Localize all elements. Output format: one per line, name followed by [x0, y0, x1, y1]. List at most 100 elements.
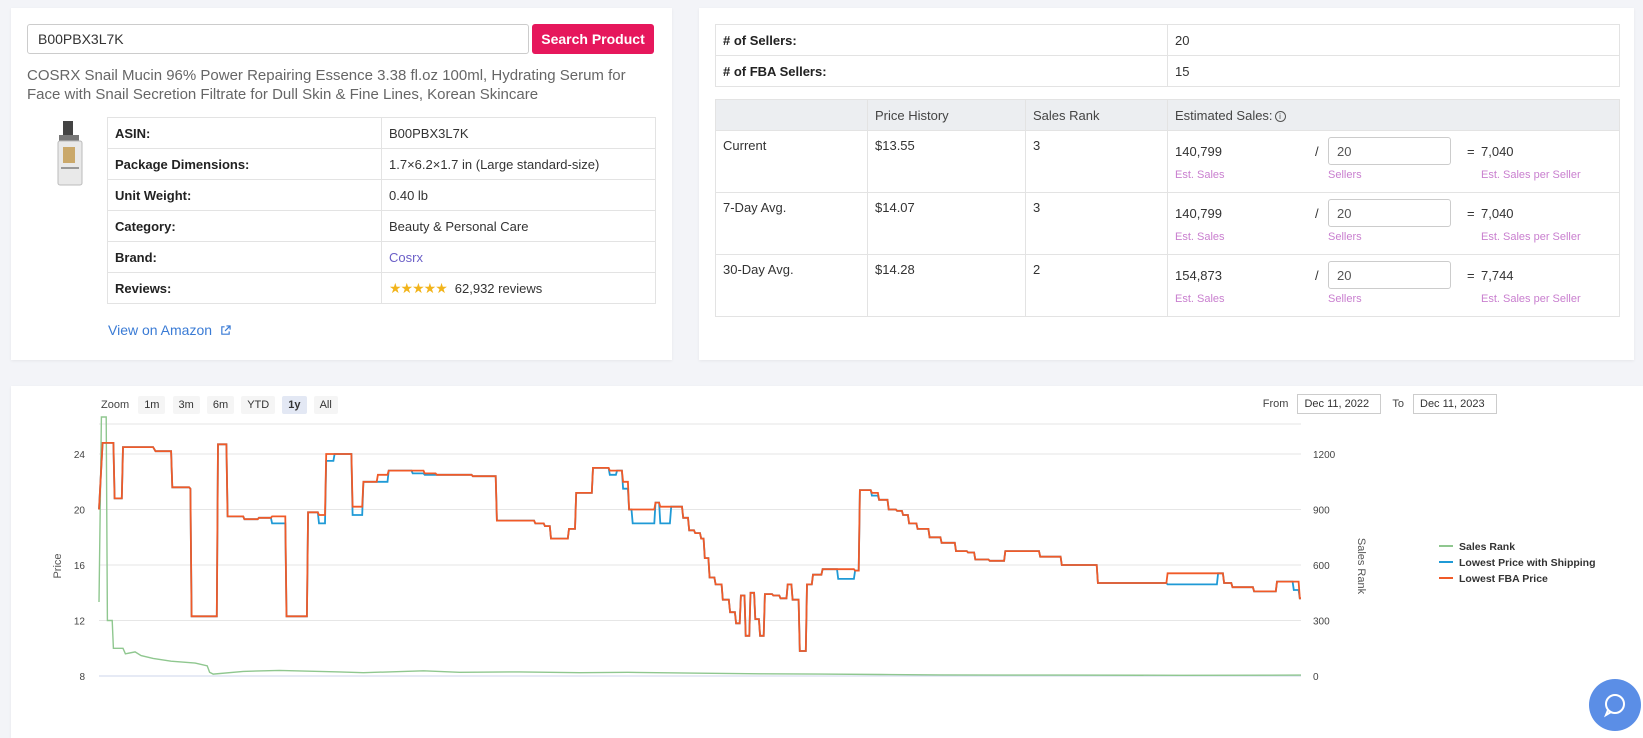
external-link-icon: [221, 325, 231, 335]
rank-value: 3: [1025, 130, 1168, 193]
rank-value: 3: [1025, 192, 1168, 255]
equals-sign: =: [1467, 268, 1475, 283]
est-sales-value: 154,873: [1175, 268, 1222, 283]
sales-estimate-card: # of Sellers: 20 # of FBA Sellers: 15 Pric…: [699, 8, 1634, 360]
zoom-3m-button[interactable]: 3m: [172, 396, 200, 414]
detail-label: Brand:: [107, 241, 382, 273]
per-seller-label: Est. Sales per Seller: [1481, 293, 1581, 305]
chat-button[interactable]: [1589, 679, 1641, 731]
est-sales-label: Est. Sales: [1175, 169, 1225, 181]
estimate-row: 7-Day Avg.$14.073 140,799 / = 7,040 Est. Sale…: [715, 192, 1620, 255]
product-details-table: ASIN: B00PBX3L7K Package Dimensions: 1.7×6…: [107, 117, 656, 304]
y-tick-label: 24: [74, 450, 86, 461]
zoom-6m-button[interactable]: 6m: [206, 396, 235, 414]
divide-sign: /: [1315, 144, 1319, 159]
series-line: [98, 442, 1301, 652]
zoom-1y-button[interactable]: 1y: [282, 396, 307, 414]
y2-tick-label: 300: [1313, 617, 1330, 628]
estimate-row: Current$13.553 140,799 / = 7,040 Est. Sales Se…: [715, 130, 1620, 193]
sellers-label: # of Sellers:: [715, 24, 1168, 56]
detail-value: 1.7×6.2×1.7 in (Large standard-size): [381, 148, 656, 180]
to-label: To: [1392, 398, 1404, 410]
price-value: $13.55: [867, 130, 1026, 193]
y2-tick-label: 600: [1313, 561, 1330, 572]
header-sales-rank: Sales Rank: [1025, 99, 1168, 131]
divide-sign: /: [1315, 268, 1319, 283]
series-line: [98, 442, 1301, 652]
sales-per-seller-value: 7,040: [1481, 206, 1514, 221]
divide-sign: /: [1315, 206, 1319, 221]
info-icon[interactable]: i: [1274, 110, 1286, 122]
product-title: COSRX Snail Mucin 96% Power Repairing Es…: [27, 67, 626, 103]
detail-value: B00PBX3L7K: [381, 117, 656, 149]
y2-tick-label: 1200: [1313, 450, 1336, 461]
legend-label: Sales Rank: [1459, 541, 1515, 553]
header-estimated-sales: Estimated Sales: i: [1167, 99, 1620, 131]
zoom-label: Zoom: [101, 399, 130, 411]
product-bottle-icon: [57, 121, 83, 186]
legend-label: Lowest Price with Shipping: [1459, 557, 1596, 569]
y2-tick-label: 0: [1313, 672, 1319, 683]
detail-row-weight: Unit Weight: 0.40 lb: [107, 179, 656, 211]
sellers-input[interactable]: [1328, 261, 1451, 289]
sellers-value: 20: [1167, 24, 1620, 56]
equals-sign: =: [1467, 144, 1475, 159]
detail-label: Package Dimensions:: [107, 148, 382, 180]
search-input[interactable]: [27, 24, 529, 54]
fba-sellers-value: 15: [1167, 55, 1620, 87]
chat-bubble-icon: [1603, 694, 1625, 718]
detail-label: ASIN:: [107, 117, 382, 149]
sales-per-seller-value: 7,040: [1481, 144, 1514, 159]
detail-row-brand: Brand: Cosrx: [107, 241, 656, 273]
detail-value: 0.40 lb: [381, 179, 656, 211]
sellers-input[interactable]: [1328, 199, 1451, 227]
chart-card: Zoom 1m 3m 6m YTD 1y All From Dec 11, 20…: [11, 386, 1643, 738]
est-sales-label: Est. Sales: [1175, 293, 1225, 305]
y-tick-label: 20: [74, 506, 86, 517]
from-label: From: [1262, 398, 1289, 410]
detail-label: Category:: [107, 210, 382, 242]
detail-row-reviews: Reviews: ★★★★★ 62,932 reviews: [107, 272, 656, 304]
zoom-1m-button[interactable]: 1m: [138, 396, 166, 414]
sales-calculation: 154,873 / = 7,744 Est. Sales Sellers Est. Sale…: [1175, 261, 1612, 310]
sellers-label: Sellers: [1328, 169, 1362, 181]
estimated-sales-label: Estimated Sales:: [1175, 107, 1273, 123]
zoom-ytd-button[interactable]: YTD: [241, 396, 276, 414]
header-price-history: Price History: [867, 99, 1026, 131]
view-on-amazon-link[interactable]: View on Amazon: [108, 322, 231, 338]
to-date-input[interactable]: Dec 11, 2023: [1413, 394, 1497, 414]
sellers-label: Sellers: [1328, 231, 1362, 243]
y-tick-label: 16: [74, 561, 86, 572]
from-date-input[interactable]: Dec 11, 2022: [1297, 394, 1382, 414]
period-label: 7-Day Avg.: [715, 192, 868, 255]
est-sales-value: 140,799: [1175, 206, 1222, 221]
fba-sellers-row: # of FBA Sellers: 15: [715, 55, 1620, 87]
y2-tick-label: 900: [1313, 506, 1330, 517]
detail-value: Beauty & Personal Care: [381, 210, 656, 242]
est-sales-label: Est. Sales: [1175, 231, 1225, 243]
legend-label: Lowest FBA Price: [1459, 573, 1548, 585]
zoom-bar: Zoom 1m 3m 6m YTD 1y All: [101, 396, 342, 414]
price-value: $14.07: [867, 192, 1026, 255]
header-period: [715, 99, 868, 131]
view-on-amazon-label: View on Amazon: [108, 322, 213, 338]
rank-value: 2: [1025, 254, 1168, 317]
price-history-chart: 8 12 16 20 24 0 300 600 900 1200 Price Sales Rank Sa…: [52, 416, 1596, 683]
review-count: 62,932 reviews: [454, 280, 543, 296]
detail-row-asin: ASIN: B00PBX3L7K: [107, 117, 656, 149]
y2-axis-label: Sales Rank: [1355, 538, 1367, 595]
detail-row-dimensions: Package Dimensions: 1.7×6.2×1.7 in (Large…: [107, 148, 656, 180]
detail-label: Unit Weight:: [107, 179, 382, 211]
sales-calculation: 140,799 / = 7,040 Est. Sales Sellers Est. Sale…: [1175, 199, 1612, 248]
detail-label: Reviews:: [107, 272, 382, 304]
sellers-row: # of Sellers: 20: [715, 24, 1620, 56]
zoom-all-button[interactable]: All: [313, 396, 338, 414]
y-tick-label: 8: [79, 672, 85, 683]
search-product-button[interactable]: Search Product: [532, 24, 654, 54]
date-range: From Dec 11, 2022 To Dec 11, 2023: [1263, 394, 1505, 414]
sellers-input[interactable]: [1328, 137, 1451, 165]
sales-per-seller-value: 7,744: [1481, 268, 1514, 283]
brand-link[interactable]: Cosrx: [389, 249, 423, 265]
series-line: [98, 416, 1302, 677]
sales-calculation: 140,799 / = 7,040 Est. Sales Sellers Est. Sale…: [1175, 137, 1612, 186]
